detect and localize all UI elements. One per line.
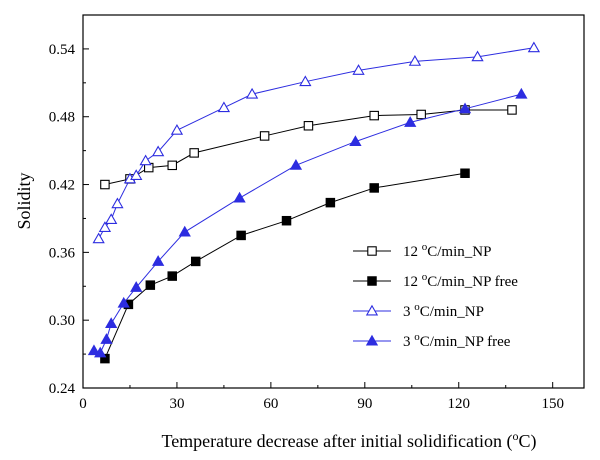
legend-marker (367, 246, 377, 256)
data-point (408, 55, 422, 66)
data-point (299, 75, 312, 87)
data-point (236, 230, 246, 241)
legend-item: 12 oC/min_NP free (353, 271, 518, 290)
series-line (104, 172, 466, 359)
legend-marker (367, 276, 377, 286)
y-tick-label: 0.42 (49, 178, 75, 194)
y-tick-label: 0.48 (49, 110, 75, 126)
data-point (130, 169, 143, 180)
legend-marker (365, 304, 379, 316)
x-axis-title: Temperature decrease after initial solid… (161, 429, 536, 452)
data-point (369, 110, 379, 121)
data-point (416, 109, 426, 120)
data-point (117, 296, 130, 308)
data-point (105, 213, 118, 225)
x-tick-label: 150 (541, 396, 564, 412)
x-tick-label: 0 (79, 396, 87, 412)
data-point (145, 280, 156, 290)
data-point (458, 102, 472, 114)
legend-item: 3 oC/min_NP (353, 301, 484, 320)
legend-item: 12 oC/min_NP (353, 241, 491, 260)
series-1 (100, 105, 517, 190)
data-point (233, 191, 246, 203)
data-point (471, 50, 484, 62)
series-3 (92, 41, 541, 244)
data-point (152, 255, 165, 266)
data-point (303, 121, 314, 131)
y-tick-label: 0.30 (49, 313, 75, 329)
data-point (189, 148, 199, 158)
data-point (87, 344, 101, 356)
data-point (245, 87, 259, 99)
data-point (190, 256, 201, 267)
data-point (349, 135, 362, 147)
data-point (178, 225, 191, 237)
data-point (289, 159, 303, 170)
series-layer (87, 41, 541, 364)
data-point (325, 197, 336, 208)
ticks-layer: 0 30 60 90 120 150 0.24 0.30 0.36 0.42 0.48 0.54 (49, 42, 564, 412)
x-tick-label: 90 (357, 396, 372, 412)
data-point (167, 271, 177, 281)
data-point (527, 41, 541, 53)
data-point (94, 346, 107, 358)
data-point (170, 123, 184, 135)
data-point (130, 281, 143, 292)
x-tick-label: 60 (263, 396, 278, 412)
data-point (352, 64, 365, 75)
y-axis-title: Solidity (14, 172, 34, 229)
y-tick-label: 0.36 (49, 245, 76, 261)
legend-item: 3 oC/min_NP free (353, 331, 511, 350)
x-tick-label: 120 (448, 396, 471, 412)
data-point (369, 183, 379, 193)
data-point (507, 105, 517, 115)
data-point (515, 87, 528, 99)
series-4 (87, 87, 528, 358)
data-point (100, 333, 113, 344)
data-point (152, 145, 165, 157)
x-tick-label: 30 (169, 396, 184, 412)
legend-label: 12 oC/min_NP free (403, 271, 518, 290)
y-tick-label: 0.54 (49, 42, 76, 58)
data-point (460, 168, 470, 178)
plot-frame (82, 14, 585, 389)
data-point (259, 131, 270, 141)
data-point (167, 160, 177, 171)
data-point (139, 154, 152, 166)
legend-marker (365, 334, 379, 346)
legend-label: 3 oC/min_NP (403, 301, 484, 320)
data-point (100, 353, 110, 364)
legend: 12 oC/min_NP 12 oC/min_NP free 3 oC/min_NP… (353, 241, 518, 350)
y-tick-label: 0.24 (49, 381, 76, 397)
series-2 (100, 168, 470, 364)
data-point (92, 232, 105, 244)
legend-label: 3 oC/min_NP free (403, 331, 511, 350)
data-point (111, 197, 124, 209)
data-point (105, 317, 118, 329)
series-line (98, 47, 534, 240)
data-point (404, 116, 417, 127)
legend-label: 12 oC/min_NP (403, 241, 491, 260)
data-point (98, 221, 112, 232)
data-point (100, 179, 110, 190)
data-point (217, 101, 231, 113)
data-point (281, 215, 292, 226)
